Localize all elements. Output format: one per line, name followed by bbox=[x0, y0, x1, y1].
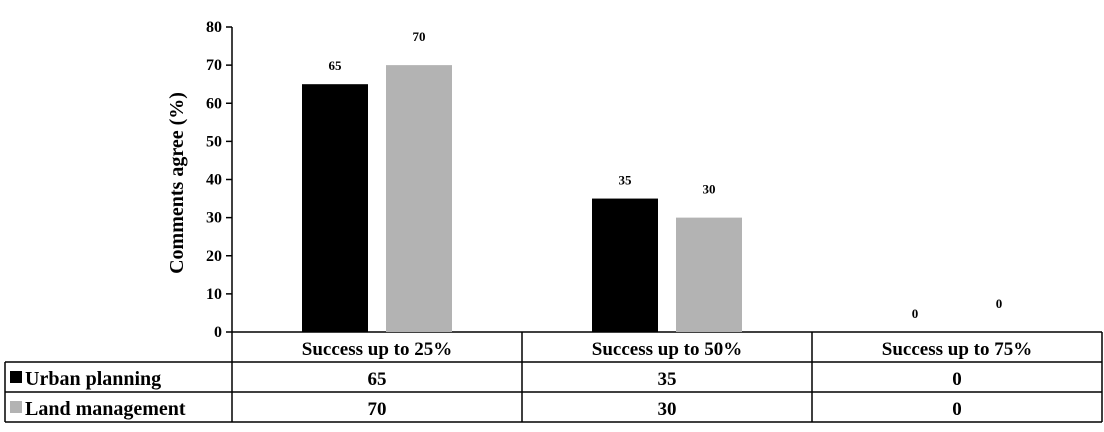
table-cell: 65 bbox=[368, 369, 387, 390]
table-cell: 70 bbox=[368, 399, 387, 420]
y-tick-label: 50 bbox=[206, 133, 222, 150]
y-tick-label: 60 bbox=[206, 95, 222, 112]
y-tick-label: 70 bbox=[206, 57, 222, 74]
table-cell: 0 bbox=[952, 369, 962, 390]
y-tick-label: 80 bbox=[206, 19, 222, 36]
bar-land-management bbox=[386, 65, 452, 332]
data-label: 35 bbox=[619, 173, 633, 188]
y-axis: 0 10 20 30 40 50 60 70 80 bbox=[206, 19, 1102, 341]
y-tick-label: 20 bbox=[206, 248, 222, 265]
bar-urban-planning bbox=[302, 84, 368, 332]
legend-label: Land management bbox=[25, 398, 186, 420]
table-cell: 0 bbox=[952, 399, 962, 420]
y-tick-label: 30 bbox=[206, 210, 222, 227]
data-label: 30 bbox=[703, 182, 716, 197]
data-labels: 65 70 35 30 0 0 bbox=[329, 29, 1003, 321]
y-axis-label: Comments agree (%) bbox=[166, 92, 188, 274]
category-label: Success up to 75% bbox=[882, 339, 1032, 360]
bar-urban-planning bbox=[592, 198, 658, 332]
data-table: Success up to 25% Success up to 50% Succes… bbox=[4, 332, 1103, 423]
category-label: Success up to 25% bbox=[302, 339, 452, 360]
bar-land-management bbox=[676, 217, 742, 332]
table-cell: 30 bbox=[658, 399, 677, 420]
y-tick-label: 0 bbox=[214, 324, 222, 341]
data-label: 70 bbox=[413, 29, 426, 44]
legend-key bbox=[10, 371, 22, 383]
legend-label: Urban planning bbox=[25, 368, 161, 390]
table-cell: 35 bbox=[658, 369, 677, 390]
data-label: 65 bbox=[329, 58, 343, 73]
category-label: Success up to 50% bbox=[592, 339, 742, 360]
y-tick-label: 10 bbox=[206, 286, 222, 303]
bars bbox=[302, 65, 742, 332]
legend-key bbox=[10, 401, 22, 413]
data-label: 0 bbox=[996, 296, 1003, 311]
data-label: 0 bbox=[912, 306, 919, 321]
y-tick-label: 40 bbox=[206, 172, 222, 189]
